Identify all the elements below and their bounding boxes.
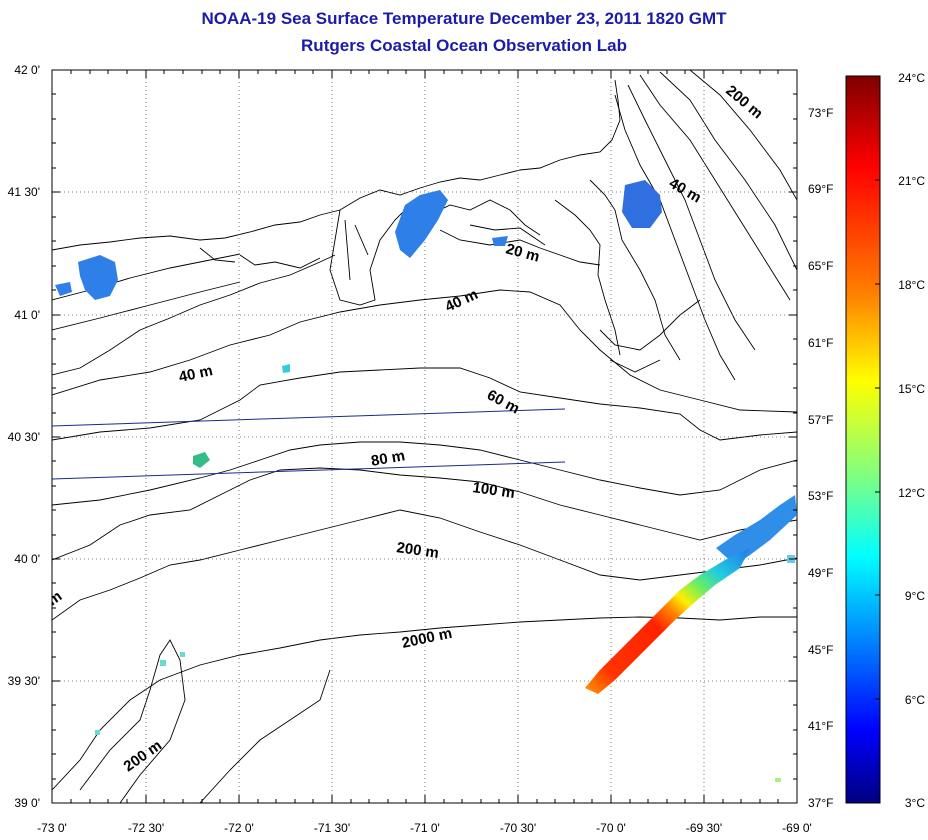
contour-label-100: 100 m xyxy=(471,479,515,502)
lon-label: -69 30' xyxy=(686,821,722,835)
fahrenheit-label: 37°F xyxy=(808,796,833,810)
lat-label: 39 0' xyxy=(14,796,40,810)
celsius-label: 21°C xyxy=(898,174,925,188)
celsius-label: 9°C xyxy=(905,589,925,603)
contour-label-200-shelf: 200 m xyxy=(395,539,439,562)
contour-label-80: 80 m xyxy=(370,447,407,470)
fahrenheit-label: 73°F xyxy=(808,106,833,120)
graticule xyxy=(52,70,797,803)
fahrenheit-label: 49°F xyxy=(808,566,833,580)
transect-lines xyxy=(52,408,566,480)
fahrenheit-label: 69°F xyxy=(808,182,833,196)
celsius-scale: 24°C 21°C 18°C 15°C 12°C 9°C 6°C 3°C xyxy=(898,71,925,810)
fahrenheit-label: 53°F xyxy=(808,489,833,503)
lon-label: -70 30' xyxy=(500,821,536,835)
fahrenheit-label: 57°F xyxy=(808,413,833,427)
lat-label: 41 0' xyxy=(14,308,40,322)
latitude-labels: 42 0' 41 30' 41 0' 40 30' 40 0' 39 30' 3… xyxy=(8,63,40,810)
longitude-labels: -73 0' -72 30' -72 0' -71 30' -71 0' -70… xyxy=(37,821,812,835)
celsius-label: 24°C xyxy=(898,71,925,85)
lat-label: 40 0' xyxy=(14,552,40,566)
isobaths xyxy=(52,289,797,803)
celsius-label: 18°C xyxy=(898,278,925,292)
lat-label: 41 30' xyxy=(8,185,40,199)
contour-label-40-south: 40 m xyxy=(177,362,214,386)
sst-patches xyxy=(55,180,797,782)
map-subtitle: Rutgers Coastal Ocean Observation Lab xyxy=(301,36,627,55)
fahrenheit-label: 41°F xyxy=(808,719,833,733)
lon-label: -71 30' xyxy=(314,821,350,835)
lon-label: -70 0' xyxy=(596,821,626,835)
fahrenheit-label: 45°F xyxy=(808,643,833,657)
axis-ticks xyxy=(51,69,798,804)
lon-label: -69 0' xyxy=(782,821,812,835)
lon-label: -72 0' xyxy=(224,821,254,835)
colorbar-ticks xyxy=(875,179,880,700)
fahrenheit-scale: 73°F 69°F 65°F 61°F 57°F 53°F 49°F 45°F … xyxy=(808,106,833,810)
fahrenheit-label: 61°F xyxy=(808,336,833,350)
celsius-label: 12°C xyxy=(898,486,925,500)
colorbar xyxy=(845,75,881,804)
coastline xyxy=(52,70,797,381)
map-title: NOAA-19 Sea Surface Temperature December… xyxy=(201,9,727,28)
lat-label: 40 30' xyxy=(8,430,40,444)
celsius-label: 15°C xyxy=(898,382,925,396)
lat-label: 42 0' xyxy=(14,63,40,77)
lat-label: 39 30' xyxy=(8,674,40,688)
lon-label: -73 0' xyxy=(37,821,67,835)
fahrenheit-label: 65°F xyxy=(808,259,833,273)
celsius-label: 3°C xyxy=(905,796,925,810)
celsius-label: 6°C xyxy=(905,693,925,707)
lon-label: -72 30' xyxy=(128,821,164,835)
lon-label: -71 0' xyxy=(410,821,440,835)
